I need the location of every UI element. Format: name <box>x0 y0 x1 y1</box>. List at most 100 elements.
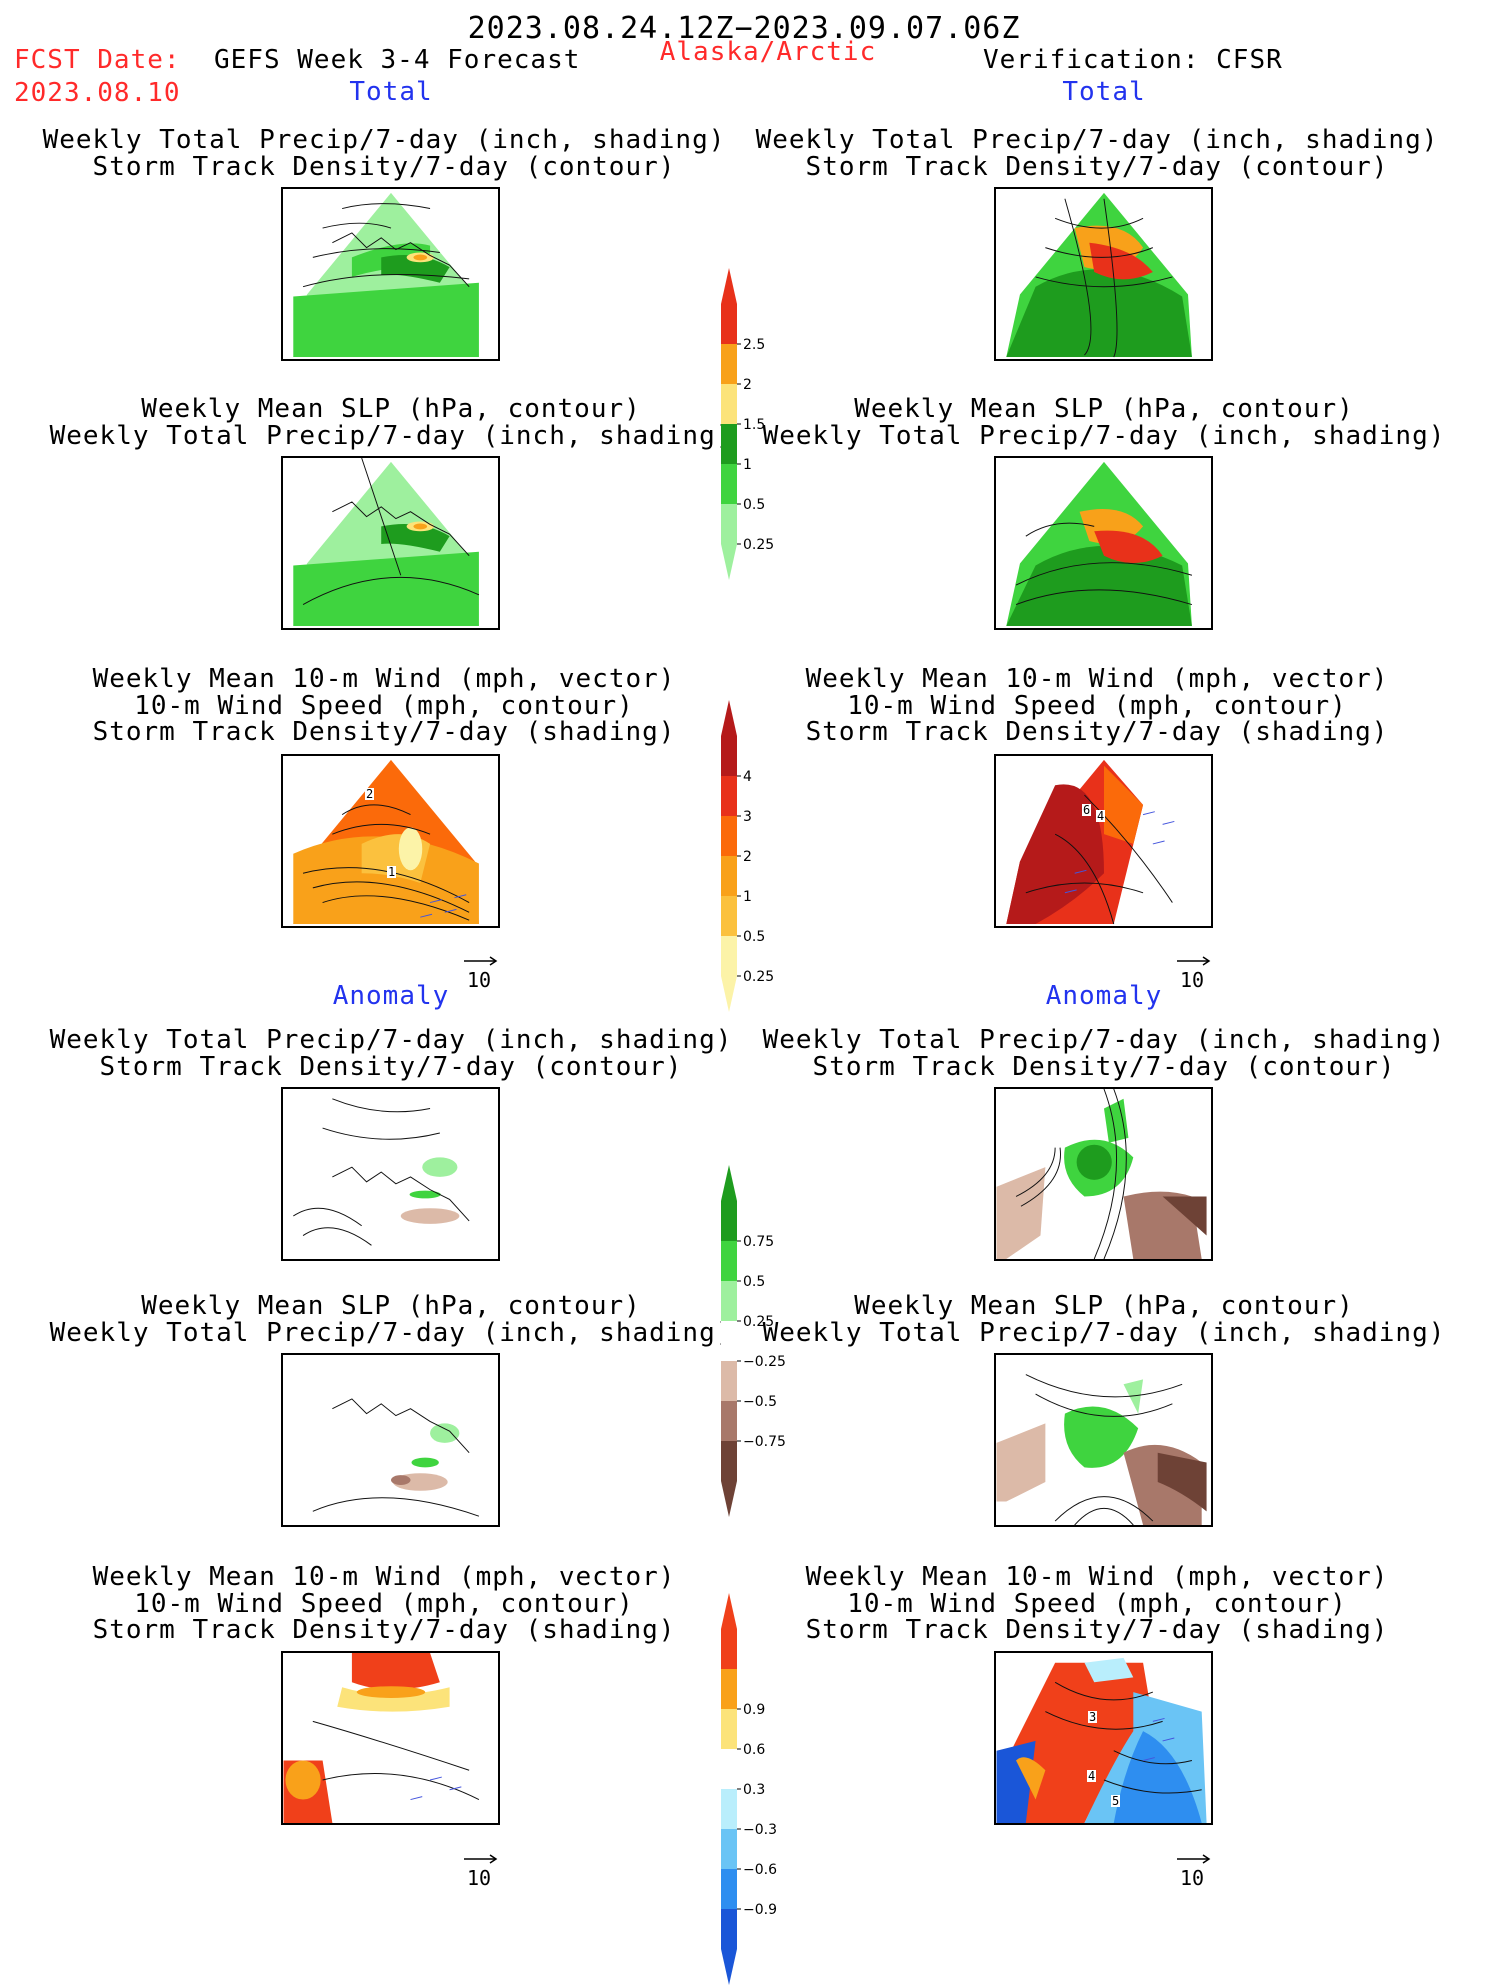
colorbar-band <box>721 1281 737 1321</box>
colorbar-label: 1 <box>743 889 752 905</box>
fcst-date-label: FCST Date: <box>14 45 181 75</box>
date-range: 2023.08.24.12Z−2023.09.07.06Z <box>467 11 1021 46</box>
verification-label: Verification: CFSR <box>983 45 1283 75</box>
colorbar-label: 1.5 <box>743 417 765 433</box>
colorbar-label: 0.5 <box>743 929 765 945</box>
section-total-left: Total <box>349 77 433 107</box>
colorbar-band <box>721 1361 737 1401</box>
colorbar-band <box>721 424 737 464</box>
map-panel-verif-slp-precip-total <box>994 456 1213 630</box>
contour-label: 2 <box>365 787 375 801</box>
colorbar-label: 1 <box>743 457 752 473</box>
colorbar-band <box>721 776 737 816</box>
panel-title-slp-precip: Weekly Mean SLP (hPa, contour) Weekly To… <box>762 1291 1446 1348</box>
contour-label: 4 <box>1096 809 1106 823</box>
contour-label: 3 <box>1088 1710 1098 1724</box>
colorbar-band <box>721 1629 737 1669</box>
map-panel-fcst-precip-storm-total <box>281 187 500 361</box>
panel-title-wind-storm: Weekly Mean 10-m Wind (mph, vector) 10-m… <box>805 664 1389 747</box>
colorbar-band <box>721 384 737 424</box>
region-label: Alaska/Arctic <box>659 37 877 67</box>
colorbar-label: 0.3 <box>743 1782 765 1798</box>
colorbar-label: 0.6 <box>743 1742 765 1758</box>
colorbar-tip-bottom <box>721 544 737 580</box>
colorbar-svg: 0.9 0.6 0.3 −0.3 −0.6 −0.9 <box>721 1593 777 1985</box>
map-panel-verif-precip-storm-anom <box>994 1087 1213 1261</box>
forecast-title: GEFS Week 3-4 Forecast <box>214 45 581 75</box>
colorbar-label: −0.3 <box>743 1822 777 1838</box>
colorbar-label: 0.75 <box>743 1234 774 1250</box>
colorbar-label: 0.25 <box>743 1314 774 1330</box>
colorbar-tip-bottom <box>721 1481 737 1517</box>
colorbar-tip-top <box>721 268 737 304</box>
map-panel-fcst-wind-storm-anom <box>281 1651 500 1825</box>
colorbar-tip-top <box>721 1593 737 1629</box>
panel-title-wind-storm: Weekly Mean 10-m Wind (mph, vector) 10-m… <box>805 1562 1389 1645</box>
colorbar-tip-top <box>721 700 737 736</box>
colorbar-svg: 0.75 0.5 0.25 −0.25 −0.5 −0.75 <box>721 1165 786 1517</box>
contour-label: 4 <box>1087 1769 1097 1783</box>
vector-reference-arrow <box>1175 1853 1215 1893</box>
colorbar-label: −0.75 <box>743 1434 786 1450</box>
colorbar-label: 3 <box>743 809 752 825</box>
colorbar-band <box>721 1401 737 1441</box>
colorbar-label: 0.25 <box>743 537 774 553</box>
colorbar-band <box>721 1321 737 1361</box>
contour-label: 1 <box>387 865 397 879</box>
vector-reference-label: 10 <box>1180 968 1205 992</box>
colorbar-band <box>721 896 737 936</box>
colorbar-storm-total: 4 3 2 1 0.5 0.25 <box>721 700 811 1012</box>
map-panel-fcst-precip-storm-anom <box>281 1087 500 1261</box>
colorbar-label: 0.25 <box>743 969 774 985</box>
panel-title-slp-precip: Weekly Mean SLP (hPa, contour) Weekly To… <box>49 394 733 451</box>
contour-label: 6 <box>1082 803 1092 817</box>
colorbar-band <box>721 344 737 384</box>
vector-reference-arrow <box>1175 955 1215 995</box>
colorbar-label: 4 <box>743 769 752 785</box>
vector-reference-arrow <box>462 1853 502 1893</box>
colorbar-band <box>721 856 737 896</box>
colorbar-label: −0.25 <box>743 1354 786 1370</box>
colorbar-tip-bottom <box>721 976 737 1012</box>
fcst-date-value: 2023.08.10 <box>14 78 181 108</box>
colorbar-label: −0.6 <box>743 1862 777 1878</box>
colorbar-band <box>721 464 737 504</box>
panel-title-precip-storm: Weekly Total Precip/7-day (inch, shading… <box>762 1025 1446 1082</box>
map-panel-verif-slp-precip-anom <box>994 1353 1213 1527</box>
vector-reference-label: 10 <box>1180 1866 1205 1890</box>
map-panel-fcst-wind-storm-total: 2 1 <box>281 754 500 928</box>
colorbar-label: 0.5 <box>743 497 765 513</box>
colorbar-precip-anom: 0.75 0.5 0.25 −0.25 −0.5 −0.75 <box>721 1165 811 1517</box>
colorbar-band <box>721 736 737 776</box>
colorbar-tip-top <box>721 1165 737 1201</box>
colorbar-band <box>721 1829 737 1869</box>
panel-title-slp-precip: Weekly Mean SLP (hPa, contour) Weekly To… <box>762 394 1446 451</box>
colorbar-label: 2.5 <box>743 337 765 353</box>
map-panel-fcst-slp-precip-anom <box>281 1353 500 1527</box>
panel-title-precip-storm: Weekly Total Precip/7-day (inch, shading… <box>755 125 1439 182</box>
colorbar-band <box>721 304 737 344</box>
map-panel-verif-wind-storm-anom: 3 4 5 <box>994 1651 1213 1825</box>
colorbar-band <box>721 1441 737 1481</box>
colorbar-precip-total: 2.5 2 1.5 1 0.5 0.25 <box>721 268 811 580</box>
colorbar-label: 0.5 <box>743 1274 765 1290</box>
colorbar-band <box>721 1669 737 1709</box>
colorbar-label: 2 <box>743 849 752 865</box>
panel-title-precip-storm: Weekly Total Precip/7-day (inch, shading… <box>42 125 726 182</box>
colorbar-band <box>721 1749 737 1789</box>
colorbar-band <box>721 1709 737 1749</box>
vector-reference-arrow <box>462 955 502 995</box>
colorbar-svg: 2.5 2 1.5 1 0.5 0.25 <box>721 268 774 580</box>
map-panel-verif-precip-storm-total <box>994 187 1213 361</box>
colorbar-band <box>721 1241 737 1281</box>
colorbar-tip-bottom <box>721 1949 737 1985</box>
contour-label: 5 <box>1111 1794 1121 1808</box>
colorbar-band <box>721 1789 737 1829</box>
section-anomaly-right: Anomaly <box>1045 981 1163 1011</box>
colorbar-band <box>721 1201 737 1241</box>
colorbar-storm-anom: 0.9 0.6 0.3 −0.3 −0.6 −0.9 <box>721 1593 811 1985</box>
colorbar-band <box>721 1909 737 1949</box>
panel-title-slp-precip: Weekly Mean SLP (hPa, contour) Weekly To… <box>49 1291 733 1348</box>
colorbar-label: 2 <box>743 377 752 393</box>
vector-reference-label: 10 <box>467 968 492 992</box>
